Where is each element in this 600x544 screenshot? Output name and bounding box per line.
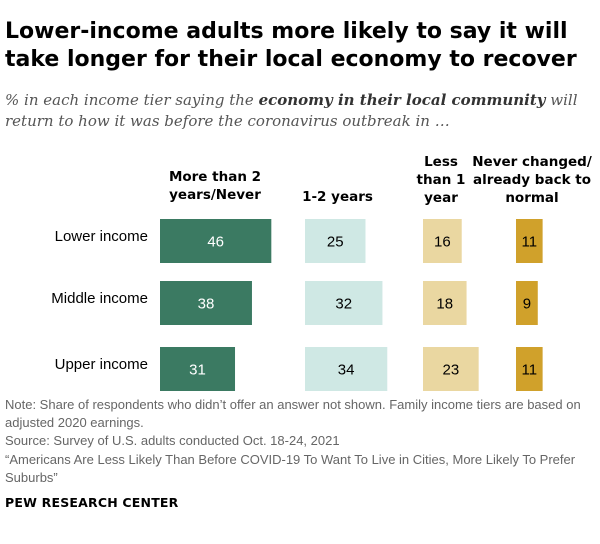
bar-lower-income-never-changed xyxy=(516,219,543,263)
bar-lower-income-more-than-2-years xyxy=(160,219,272,263)
bar-lower-income-less-than-1-year xyxy=(423,219,462,263)
footnote: Note: Share of respondents who didn’t of… xyxy=(5,397,581,430)
column-header-less-than-1-year: Less than 1 year xyxy=(416,154,466,206)
column-header-1-2-years: 1-2 years xyxy=(302,189,373,205)
bar-lower-income-1-2-years xyxy=(305,219,366,263)
data-label-upper-income-less-than-1-year: 23 xyxy=(442,362,459,379)
bar-upper-income-never-changed xyxy=(516,347,543,391)
column-header-more-than-2-years: More than 2 years/Never xyxy=(168,169,262,203)
data-label-lower-income-1-2-years: 25 xyxy=(327,234,344,251)
row-label-upper-income: Upper income xyxy=(54,356,148,373)
data-label-lower-income-less-than-1-year: 16 xyxy=(434,234,451,251)
source-line: Source: Survey of U.S. adults conducted … xyxy=(5,433,340,448)
subtitle-text-end: will return to how it was before the cor… xyxy=(5,91,578,130)
data-label-lower-income-more-than-2-years: 46 xyxy=(207,234,224,251)
chart-subtitle: % in each income tier saying the economy… xyxy=(5,90,595,132)
bar-middle-income-1-2-years xyxy=(305,281,383,325)
chart-title: Lower-income adults more likely to say i… xyxy=(5,19,577,72)
data-label-middle-income-more-than-2-years: 38 xyxy=(198,296,215,313)
data-label-lower-income-never-changed: 11 xyxy=(522,234,538,251)
data-label-middle-income-1-2-years: 32 xyxy=(335,296,352,313)
bar-upper-income-more-than-2-years xyxy=(160,347,236,391)
bar-middle-income-less-than-1-year xyxy=(423,281,467,325)
data-label-middle-income-never-changed: 9 xyxy=(523,296,531,313)
data-label-upper-income-never-changed: 11 xyxy=(522,362,538,379)
data-label-upper-income-1-2-years: 34 xyxy=(338,362,355,379)
bar-middle-income-more-than-2-years xyxy=(160,281,252,325)
pew-research-center-logo: PEW RESEARCH CENTER xyxy=(5,495,179,510)
subtitle-emphasis: economy in their local community xyxy=(258,91,546,109)
bar-middle-income-never-changed xyxy=(516,281,538,325)
data-label-middle-income-less-than-1-year: 18 xyxy=(436,296,453,313)
report-title: “Americans Are Less Likely Than Before C… xyxy=(5,452,576,485)
bar-upper-income-less-than-1-year xyxy=(423,347,479,391)
bar-upper-income-1-2-years xyxy=(305,347,388,391)
column-header-never-changed: Never changed/ already back to normal xyxy=(472,154,592,206)
row-label-lower-income: Lower income xyxy=(54,228,148,245)
row-label-middle-income: Middle income xyxy=(51,290,148,307)
data-label-upper-income-more-than-2-years: 31 xyxy=(189,362,206,379)
subtitle-text-start: % in each income tier saying the xyxy=(5,91,259,109)
